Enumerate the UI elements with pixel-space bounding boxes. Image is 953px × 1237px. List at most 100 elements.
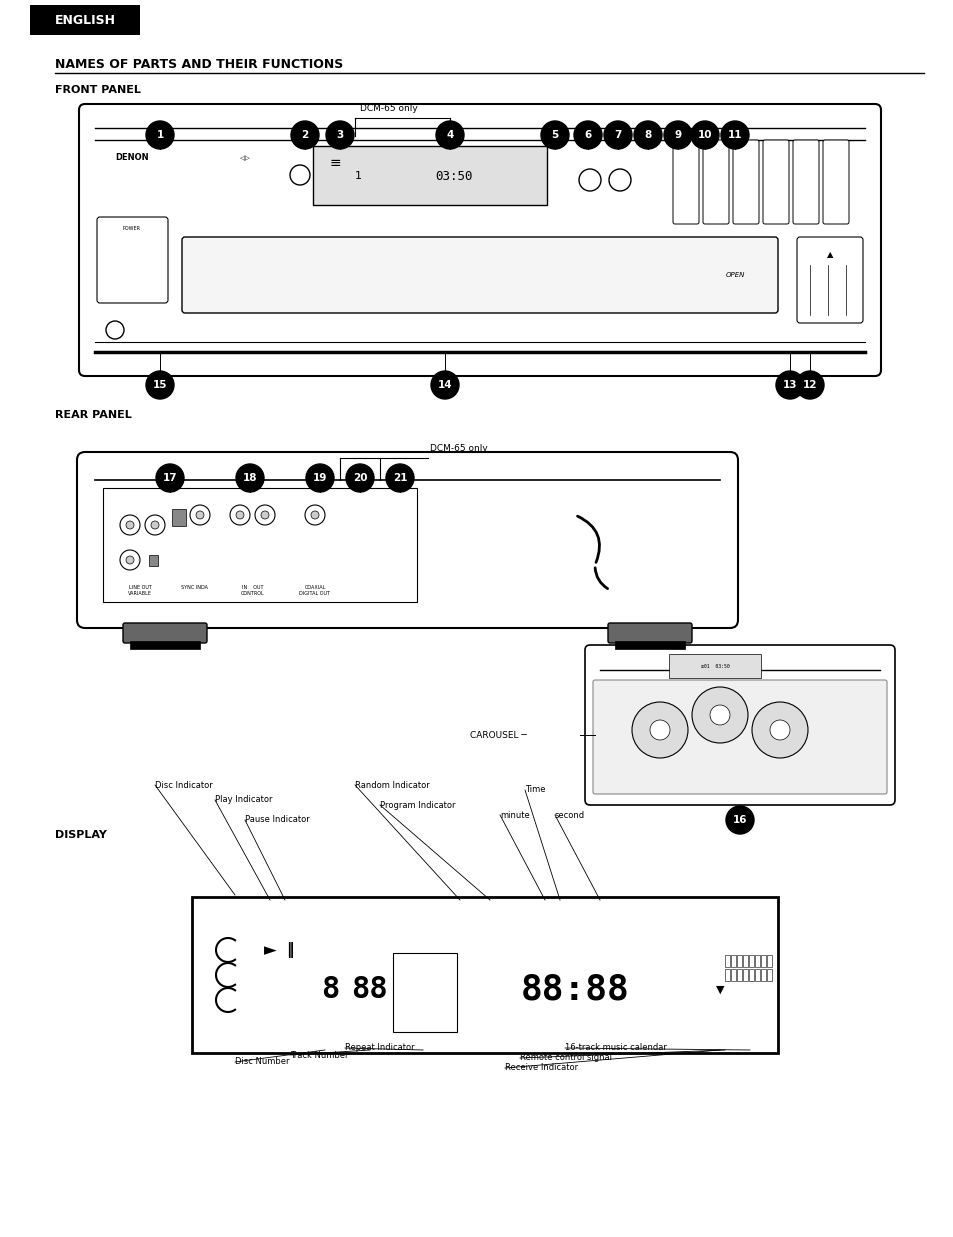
FancyBboxPatch shape <box>748 969 753 981</box>
Circle shape <box>720 121 748 148</box>
FancyBboxPatch shape <box>766 969 771 981</box>
Circle shape <box>634 121 661 148</box>
Circle shape <box>431 371 458 400</box>
Circle shape <box>290 165 310 186</box>
Text: 13: 13 <box>781 380 797 390</box>
Circle shape <box>145 515 165 534</box>
Circle shape <box>690 121 719 148</box>
FancyBboxPatch shape <box>737 969 741 981</box>
Text: 8: 8 <box>643 130 651 140</box>
Text: 19: 19 <box>313 473 327 482</box>
Text: SYNC INDA: SYNC INDA <box>181 585 209 590</box>
Circle shape <box>146 371 173 400</box>
Circle shape <box>603 121 631 148</box>
Text: NAMES OF PARTS AND THEIR FUNCTIONS: NAMES OF PARTS AND THEIR FUNCTIONS <box>55 58 343 72</box>
FancyBboxPatch shape <box>615 641 684 649</box>
Text: 1: 1 <box>156 130 164 140</box>
Circle shape <box>574 121 601 148</box>
Text: 21: 21 <box>393 473 407 482</box>
FancyBboxPatch shape <box>702 140 728 224</box>
Text: 7: 7 <box>614 130 621 140</box>
Text: Track Number: Track Number <box>290 1050 348 1060</box>
Text: DENON: DENON <box>115 153 149 162</box>
Circle shape <box>235 511 244 520</box>
Text: 03:50: 03:50 <box>435 169 472 183</box>
FancyBboxPatch shape <box>822 140 848 224</box>
FancyBboxPatch shape <box>172 508 186 526</box>
Circle shape <box>751 703 807 758</box>
FancyBboxPatch shape <box>672 140 699 224</box>
Text: Receive Indicator: Receive Indicator <box>504 1064 578 1072</box>
Text: REAR PANEL: REAR PANEL <box>55 409 132 421</box>
Text: IN    OUT
CONTROL: IN OUT CONTROL <box>241 585 265 596</box>
FancyBboxPatch shape <box>760 969 765 981</box>
Text: Remote control signal: Remote control signal <box>519 1054 612 1063</box>
Circle shape <box>156 464 184 492</box>
Text: Disc Indicator: Disc Indicator <box>154 781 213 789</box>
Circle shape <box>126 521 133 529</box>
Text: 15: 15 <box>152 380 167 390</box>
Circle shape <box>775 371 803 400</box>
Circle shape <box>291 121 318 148</box>
FancyBboxPatch shape <box>103 489 416 602</box>
Text: minute: minute <box>499 810 529 819</box>
Circle shape <box>386 464 414 492</box>
Text: 2: 2 <box>301 130 309 140</box>
FancyBboxPatch shape <box>754 955 760 967</box>
Text: 3: 3 <box>336 130 343 140</box>
Circle shape <box>261 511 269 520</box>
Text: DCM-65 only: DCM-65 only <box>359 104 417 113</box>
FancyBboxPatch shape <box>724 955 729 967</box>
Circle shape <box>436 121 463 148</box>
Text: 18: 18 <box>242 473 257 482</box>
FancyBboxPatch shape <box>737 955 741 967</box>
Text: ‖: ‖ <box>286 943 294 957</box>
FancyBboxPatch shape <box>593 680 886 794</box>
FancyBboxPatch shape <box>792 140 818 224</box>
Circle shape <box>151 521 159 529</box>
FancyBboxPatch shape <box>584 644 894 805</box>
Text: Play Indicator: Play Indicator <box>214 795 273 804</box>
Circle shape <box>120 515 140 534</box>
Circle shape <box>795 371 823 400</box>
Text: ▲: ▲ <box>826 251 832 260</box>
Text: 88: 88 <box>352 976 388 1004</box>
Text: 9: 9 <box>674 130 680 140</box>
FancyBboxPatch shape <box>766 955 771 967</box>
Bar <box>30 5 140 35</box>
Text: Time: Time <box>524 785 545 794</box>
Text: Pause Indicator: Pause Indicator <box>245 815 310 825</box>
FancyBboxPatch shape <box>123 623 207 643</box>
Text: 20: 20 <box>353 473 367 482</box>
Text: 88:88: 88:88 <box>520 974 629 1007</box>
FancyBboxPatch shape <box>732 140 759 224</box>
FancyBboxPatch shape <box>192 897 778 1053</box>
FancyBboxPatch shape <box>748 955 753 967</box>
Text: 16: 16 <box>732 815 746 825</box>
Text: Repeat Indicator: Repeat Indicator <box>345 1044 415 1053</box>
FancyBboxPatch shape <box>760 955 765 967</box>
FancyBboxPatch shape <box>742 955 747 967</box>
Text: 5: 5 <box>551 130 558 140</box>
FancyBboxPatch shape <box>313 146 546 205</box>
Text: 4: 4 <box>446 130 454 140</box>
Text: 11: 11 <box>727 130 741 140</box>
Text: 8: 8 <box>320 976 339 1004</box>
Circle shape <box>254 505 274 524</box>
Text: ≡: ≡ <box>330 156 341 169</box>
Text: 1: 1 <box>355 171 361 181</box>
Text: FRONT PANEL: FRONT PANEL <box>55 85 141 95</box>
Text: Disc Number: Disc Number <box>234 1058 289 1066</box>
Circle shape <box>311 511 318 520</box>
FancyBboxPatch shape <box>796 238 862 323</box>
Circle shape <box>305 505 325 524</box>
Text: Program Indicator: Program Indicator <box>379 800 455 809</box>
Text: ≡01  03:50: ≡01 03:50 <box>700 663 729 668</box>
FancyBboxPatch shape <box>393 952 456 1032</box>
Text: OPEN: OPEN <box>725 272 744 278</box>
Text: DISPLAY: DISPLAY <box>55 830 107 840</box>
Circle shape <box>120 550 140 570</box>
FancyBboxPatch shape <box>754 969 760 981</box>
Circle shape <box>631 703 687 758</box>
Text: 17: 17 <box>163 473 177 482</box>
